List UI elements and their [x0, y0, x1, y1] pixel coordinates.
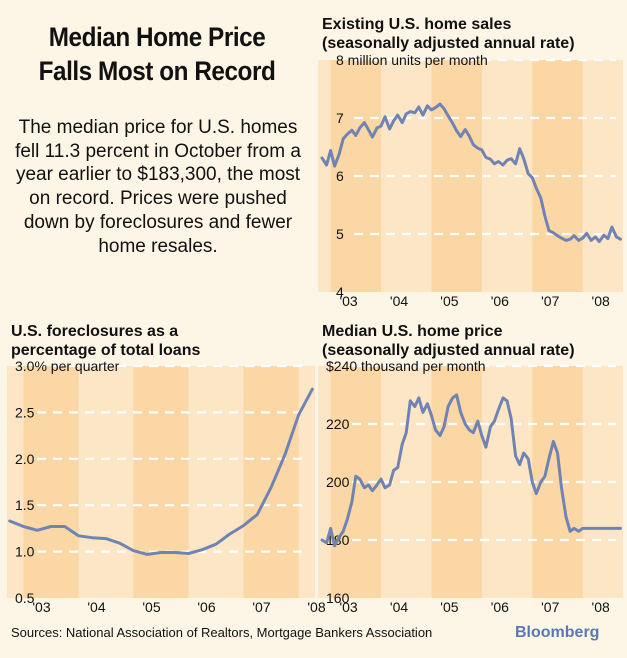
- foreclosures-xtick-label: '07: [252, 599, 270, 615]
- sales-chart-title: Existing U.S. home sales (seasonally adj…: [322, 15, 575, 53]
- headline-line-1: Median Home Price: [48, 22, 266, 52]
- sales-xtick-label: '07: [541, 293, 559, 309]
- sales-ytick-label: 6: [336, 168, 344, 184]
- price-title-line-1: Median U.S. home price: [322, 323, 503, 340]
- sales-xtick-label: '05: [440, 293, 458, 309]
- sales-year-band-2007: [532, 60, 583, 292]
- sales-chart: 4 5 6 7 8 million units per month '03 '04 '05 '0…: [318, 52, 623, 309]
- foreclosure-title-line-1: U.S. foreclosures as a: [11, 323, 179, 340]
- sales-unit-label: 8 million units per month: [336, 52, 488, 68]
- foreclosures-unit-label: 3.0% per quarter: [15, 358, 120, 374]
- price-title-line-2: (seasonally adjusted annual rate): [322, 342, 575, 359]
- price-ytick-label: 200: [326, 474, 350, 490]
- sales-xtick-label: '04: [390, 293, 408, 309]
- foreclosures-ytick-label: 1.5: [15, 497, 35, 513]
- foreclosures-ytick-label: 1.0: [15, 544, 35, 560]
- sales-title-line-1: Existing U.S. home sales: [322, 16, 512, 33]
- price-xtick-label: '05: [440, 599, 458, 615]
- bloomberg-logo: Bloomberg: [515, 624, 600, 641]
- headline: Median Home Price Falls Most on Record: [16, 20, 299, 88]
- sales-xtick-label: '06: [491, 293, 509, 309]
- sales-ytick-label: 4: [336, 284, 344, 300]
- foreclosures-ytick-label: 2.0: [15, 451, 35, 467]
- foreclosures-xtick-label: '03: [32, 599, 50, 615]
- price-xtick-label: '07: [541, 599, 559, 615]
- foreclosures-year-band-2005: [133, 366, 189, 598]
- price-chart-title: Median U.S. home price (seasonally adjus…: [322, 322, 575, 360]
- sales-title-line-2: (seasonally adjusted annual rate): [322, 35, 575, 52]
- intro-text: The median price for U.S. homes fell 11.…: [15, 117, 301, 257]
- price-ytick-label: 220: [326, 416, 350, 432]
- price-xtick-label: '08: [592, 599, 610, 615]
- sales-ytick-label: 5: [336, 226, 344, 242]
- foreclosures-xtick-label: '06: [197, 599, 215, 615]
- foreclosures-xtick-label: '05: [142, 599, 160, 615]
- sales-xtick-label: '08: [592, 293, 610, 309]
- sales-ytick-label: 7: [336, 110, 344, 126]
- price-unit-label: $240 thousand per month: [326, 358, 486, 374]
- price-xtick-label: '06: [491, 599, 509, 615]
- foreclosures-year-band-2003: [23, 366, 79, 598]
- foreclosures-year-band-2007: [243, 366, 299, 598]
- price-xtick-label: '04: [390, 599, 408, 615]
- foreclosures-xtick-label: '08: [307, 599, 325, 615]
- price-series-line: [320, 393, 622, 548]
- sales-series-line: [320, 102, 622, 243]
- foreclosure-title-line-2: percentage of total loans: [11, 342, 201, 359]
- source-note: Sources: National Association of Realtor…: [11, 625, 433, 640]
- foreclosures-xtick-label: '04: [87, 599, 105, 615]
- foreclosure-chart-title: U.S. foreclosures as a percentage of tot…: [11, 322, 200, 360]
- price-ytick-label: 160: [326, 590, 350, 606]
- foreclosures-series-line: [8, 387, 314, 556]
- foreclosures-ytick-label: 0.5: [15, 590, 35, 606]
- foreclosure-chart: 0.5 1.0 1.5 2.0 2.5 3.0% per quarter '03 '04 '05…: [7, 358, 326, 615]
- headline-line-2: Falls Most on Record: [38, 56, 276, 86]
- sales-xtick-label: '03: [339, 293, 357, 309]
- price-xtick-label: '03: [339, 599, 357, 615]
- foreclosures-ytick-label: 2.5: [15, 404, 35, 420]
